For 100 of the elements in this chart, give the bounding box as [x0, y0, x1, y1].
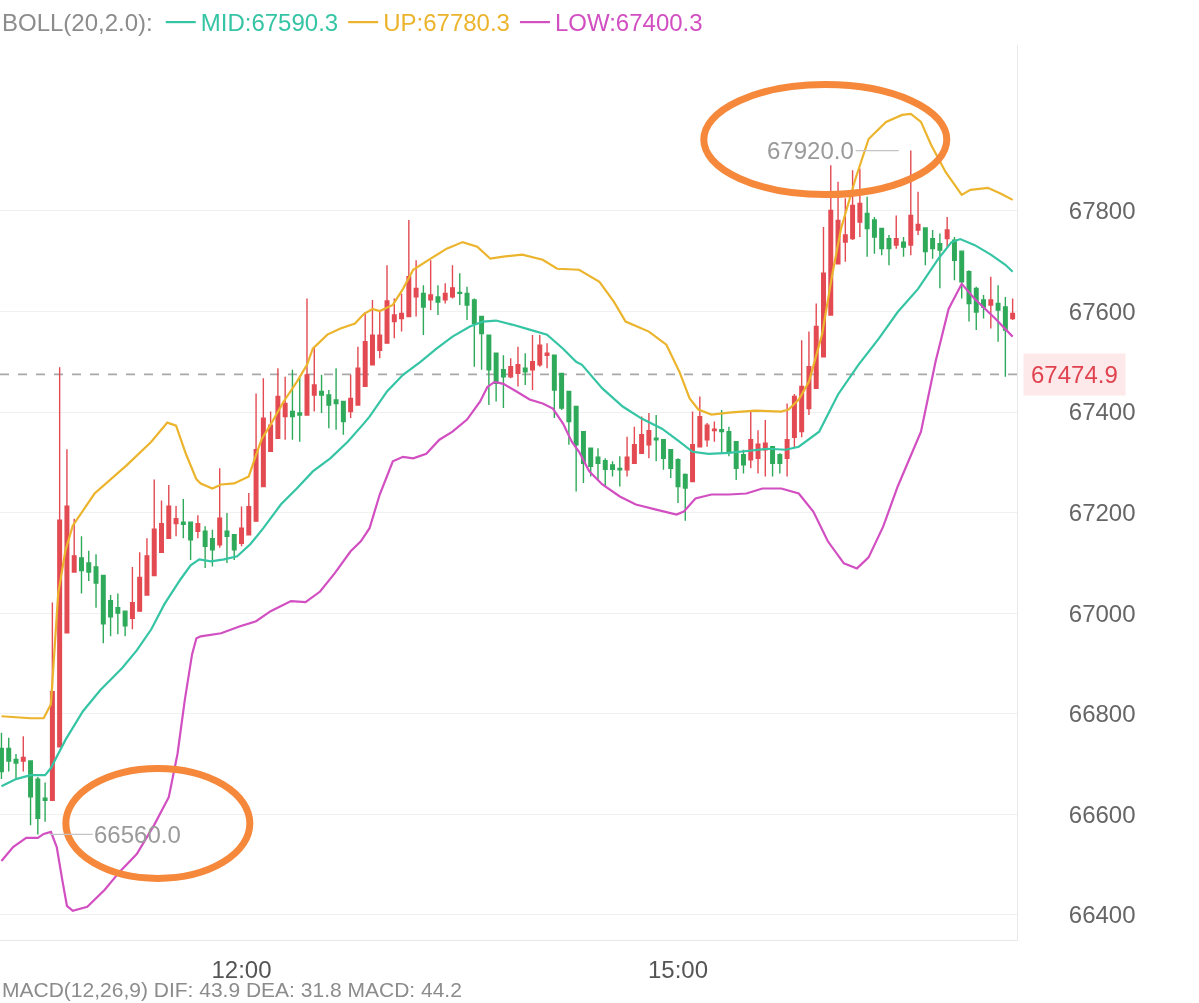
candlestick: [573, 405, 579, 493]
legend-title: BOLL(20,2.0):: [2, 9, 153, 37]
candlestick: [297, 376, 303, 443]
y-tick-label: 67400: [1068, 398, 1136, 426]
candlestick: [624, 435, 630, 478]
candlestick: [239, 505, 244, 547]
candlestick: [442, 282, 448, 305]
candlestick: [515, 345, 521, 388]
candlestick: [137, 551, 143, 612]
candlestick: [224, 512, 230, 564]
candlestick: [871, 216, 877, 255]
candlestick: [78, 535, 84, 595]
candlestick: [159, 499, 164, 554]
candlestick: [71, 517, 77, 573]
candlestick: [551, 354, 557, 419]
candlestick: [304, 297, 310, 416]
annotation: 67920.0: [767, 137, 854, 164]
candlestick: [930, 229, 936, 260]
candlestick: [384, 264, 390, 344]
candlestick: [530, 334, 535, 391]
candlestick: [471, 297, 477, 368]
candlestick: [20, 735, 26, 773]
candlestick: [981, 294, 987, 320]
candlestick: [1010, 297, 1016, 321]
line-series: [0, 282, 1014, 912]
y-tick-label: 67000: [1068, 599, 1136, 627]
candlestick: [275, 367, 281, 439]
candlestick: [173, 505, 179, 537]
candlestick: [951, 236, 957, 282]
candlestick: [464, 286, 470, 321]
candlestick: [413, 259, 419, 318]
x-tick-label: 15:00: [647, 955, 709, 983]
candlestick: [588, 447, 594, 478]
candlestick: [195, 514, 201, 539]
candlestick: [260, 377, 266, 488]
candlestick: [595, 447, 601, 481]
line-series: [0, 237, 1014, 788]
candlestick: [973, 286, 979, 331]
candlestick: [850, 169, 856, 241]
candlestick: [660, 439, 666, 471]
candlestick: [180, 498, 186, 539]
candlestick: [886, 234, 892, 266]
candlestick: [668, 449, 674, 479]
candlestick: [391, 297, 397, 339]
candlestick: [719, 409, 725, 454]
candlestick: [682, 472, 688, 522]
candlestick: [13, 753, 19, 780]
candlestick: [544, 342, 550, 370]
candlestick: [362, 311, 368, 388]
candlestick: [726, 425, 732, 457]
candlestick: [500, 354, 506, 409]
candlestick: [93, 553, 99, 609]
candlestick: [508, 357, 514, 380]
candlestick: [711, 420, 717, 443]
candlestick: [901, 236, 906, 258]
candlestick: [559, 372, 565, 411]
candlestick: [522, 352, 528, 386]
candlestick: [762, 419, 768, 478]
candlestick: [253, 392, 259, 522]
candlestick: [995, 284, 1001, 343]
legend-label: LOW:67400.3: [554, 9, 703, 37]
candlestick: [406, 219, 412, 318]
line-series: [0, 112, 1014, 720]
candlestick: [937, 232, 943, 290]
candlestick: [617, 455, 623, 488]
candlestick: [602, 457, 608, 488]
y-tick-label: 66600: [1068, 800, 1136, 828]
candlestick: [879, 227, 885, 256]
candlestick: [733, 441, 739, 481]
ref-line-label: 67474.9: [1031, 361, 1118, 388]
candlestick: [209, 529, 215, 568]
candlestick: [340, 400, 346, 436]
candlestick: [28, 760, 34, 827]
candlestick: [697, 395, 703, 448]
candlestick: [428, 259, 434, 311]
candlestick: [108, 594, 114, 637]
candlestick: [42, 781, 48, 823]
candlestick: [690, 410, 696, 483]
candlestick: [289, 369, 295, 441]
candlestick: [151, 478, 157, 577]
candlestick: [915, 191, 921, 236]
y-tick-label: 66800: [1068, 700, 1136, 728]
candlestick: [799, 339, 805, 438]
candlestick: [202, 525, 208, 569]
candlestick: [740, 449, 746, 475]
candlestick: [486, 334, 492, 406]
candlestick: [537, 334, 543, 368]
candlestick: [653, 414, 659, 463]
candlestick: [435, 284, 441, 316]
candlestick: [610, 460, 616, 478]
candlestick: [457, 272, 463, 306]
legend-label: UP:67780.3: [383, 9, 510, 37]
candlestick: [791, 393, 797, 448]
candlestick: [246, 492, 252, 536]
candlestick: [326, 389, 332, 429]
candlestick: [631, 425, 637, 465]
candlestick: [399, 292, 405, 333]
candlestick: [115, 592, 121, 635]
candlestick: [0, 732, 4, 780]
candlestick: [704, 422, 710, 448]
